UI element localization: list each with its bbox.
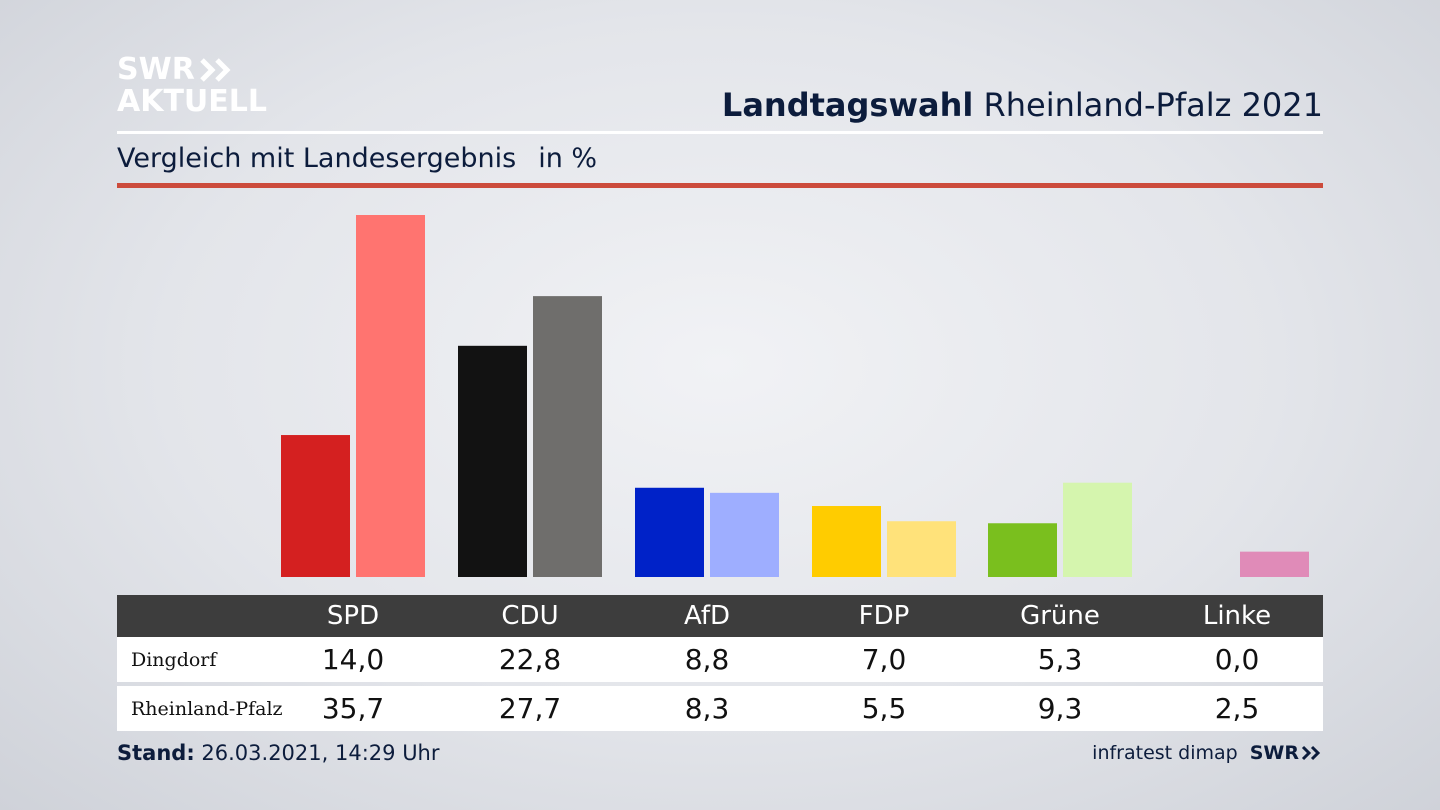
source-credit: infratest dimap SWR [1092, 742, 1323, 764]
footer-brand-text: SWR [1249, 742, 1299, 764]
stand-label: Stand: [117, 741, 195, 765]
subtitle-divider [117, 183, 1323, 188]
bar-gr-ne-dingdorf [988, 523, 1057, 577]
category-label-cdu: CDU [501, 601, 559, 631]
bar-cdu-rheinland-pfalz [533, 296, 602, 577]
title-rest: Rheinland-Pfalz 2021 [983, 86, 1323, 124]
value-cdu-dingdorf: 22,8 [498, 643, 562, 676]
value-gr-ne-rheinland-pfalz: 9,3 [1037, 692, 1083, 725]
results-table: SPD CDU AfD FDP Grüne Linke Dingdorf 14,0 22,8… [117, 595, 1323, 731]
row-label-rheinland-pfalz: Rheinland-Pfalz [131, 697, 283, 720]
logo-line1: SWR [117, 52, 195, 87]
value-gr-ne-dingdorf: 5,3 [1037, 643, 1083, 676]
timestamp: Stand: 26.03.2021, 14:29 Uhr [117, 741, 440, 765]
value-cdu-rheinland-pfalz: 27,7 [498, 692, 562, 725]
table-row: Rheinland-Pfalz 35,7 27,7 8,3 5,5 9,3 2,5 [117, 686, 1323, 731]
bar-gr-ne-rheinland-pfalz [1063, 482, 1132, 577]
value-linke-dingdorf: 0,0 [1214, 643, 1260, 676]
table-header: SPD CDU AfD FDP Grüne Linke [117, 595, 1323, 637]
bar-spd-rheinland-pfalz [356, 215, 425, 577]
value-linke-rheinland-pfalz: 2,5 [1214, 692, 1260, 725]
source-name: infratest dimap [1092, 742, 1238, 764]
row-label-dingdorf: Dingdorf [131, 648, 217, 671]
value-spd-rheinland-pfalz: 35,7 [321, 692, 385, 725]
logo-line2: AKTUELL [117, 84, 268, 119]
title-bold: Landtagswahl [721, 86, 974, 124]
double-chevron-icon [200, 58, 231, 82]
category-label-afd: AfD [683, 601, 731, 631]
bar-fdp-rheinland-pfalz [887, 521, 956, 577]
bar-chart [281, 215, 1309, 577]
subtitle-text: Vergleich mit Landesergebnis [117, 143, 517, 174]
bar-cdu-dingdorf [458, 345, 527, 577]
bar-fdp-dingdorf [812, 506, 881, 577]
chart-subtitle: Vergleich mit Landesergebnis in % [117, 143, 597, 174]
bar-spd-dingdorf [281, 435, 350, 577]
category-label-linke: Linke [1202, 601, 1272, 631]
footer-brand: SWR [1250, 742, 1323, 764]
subtitle-unit: in % [538, 143, 598, 174]
swr-aktuell-logo: SWR AKTUELL [117, 54, 267, 118]
value-afd-dingdorf: 8,8 [684, 643, 730, 676]
table-row: Dingdorf 14,0 22,8 8,8 7,0 5,3 0,0 [117, 637, 1323, 682]
value-fdp-dingdorf: 7,0 [861, 643, 907, 676]
bar-linke-rheinland-pfalz [1240, 551, 1309, 577]
bar-afd-rheinland-pfalz [710, 492, 779, 577]
value-fdp-rheinland-pfalz: 5,5 [861, 692, 907, 725]
category-label-fdp: FDP [858, 601, 910, 631]
category-label-spd: SPD [326, 601, 380, 631]
double-chevron-icon [1301, 745, 1321, 761]
bar-afd-dingdorf [635, 487, 704, 577]
value-spd-dingdorf: 14,0 [321, 643, 385, 676]
category-label-gr-ne: Grüne [1020, 601, 1100, 631]
value-afd-rheinland-pfalz: 8,3 [684, 692, 730, 725]
header-divider [117, 131, 1323, 134]
page-title: Landtagswahl Rheinland-Pfalz 2021 [722, 86, 1323, 124]
stand-value: 26.03.2021, 14:29 Uhr [201, 741, 440, 765]
